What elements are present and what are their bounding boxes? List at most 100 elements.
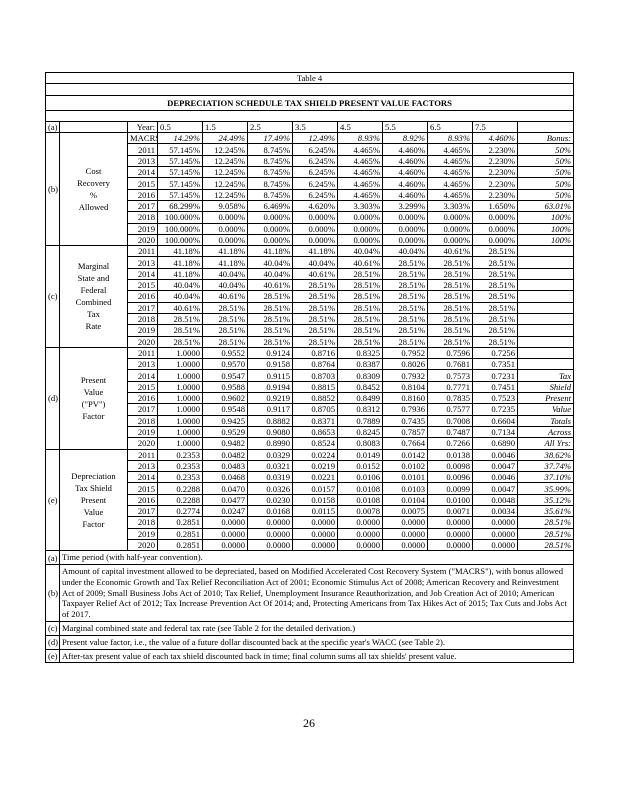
value-cell: 28.51% bbox=[247, 290, 293, 303]
blank-cell bbox=[44, 109, 575, 122]
value-cell: 0.0106 bbox=[337, 471, 383, 484]
value-cell: 4.465% bbox=[427, 177, 473, 190]
blank-cell bbox=[59, 120, 128, 134]
value-cell: 0.7231 bbox=[472, 369, 518, 382]
footnote-letter: (a) bbox=[45, 550, 60, 565]
blank-cell bbox=[516, 335, 575, 348]
row-year: 2018 bbox=[127, 516, 158, 529]
value-cell: 3.299% bbox=[382, 199, 428, 213]
value-cell: 0.000% bbox=[247, 211, 293, 224]
label-line: Rate bbox=[85, 321, 102, 332]
value-cell: 0.7932 bbox=[382, 369, 428, 382]
value-cell: 0.8309 bbox=[337, 369, 383, 382]
value-cell: 0.8026 bbox=[382, 358, 428, 371]
value-cell: 4.620% bbox=[292, 199, 338, 213]
note-cell: 35.61% bbox=[516, 504, 575, 518]
value-cell: 4.465% bbox=[337, 166, 383, 179]
value-cell: 2.230% bbox=[472, 177, 518, 190]
value-cell: 28.51% bbox=[472, 256, 518, 269]
note-cell: 100% bbox=[516, 222, 575, 235]
note-cell: Across bbox=[516, 425, 575, 439]
value-cell: 6.245% bbox=[292, 154, 338, 168]
period-header: 3.5 bbox=[292, 120, 338, 134]
footnote-text: After-tax present value of each tax shie… bbox=[58, 648, 575, 664]
section-letter: (a) bbox=[45, 120, 60, 134]
value-cell: 8.745% bbox=[247, 188, 293, 201]
value-cell: 28.51% bbox=[427, 324, 473, 337]
value-cell: 0.0142 bbox=[382, 448, 428, 461]
table-row: 2015 57.145% 12.245% 8.745% 6.245% 4.465% 4.46… bbox=[46, 177, 575, 190]
value-cell: 4.465% bbox=[337, 143, 383, 156]
blank-cell bbox=[516, 324, 575, 337]
value-cell: 4.460% bbox=[382, 188, 428, 201]
value-cell: 57.145% bbox=[157, 177, 203, 190]
value-cell: 28.51% bbox=[202, 312, 248, 326]
value-cell: 0.0000 bbox=[427, 527, 473, 540]
value-cell: 0.7596 bbox=[427, 346, 473, 360]
value-cell: 0.2851 bbox=[157, 527, 203, 540]
period-header: 7.5 bbox=[472, 120, 518, 134]
value-cell: 28.51% bbox=[292, 290, 338, 303]
value-cell: 4.465% bbox=[427, 166, 473, 179]
value-cell: 0.9158 bbox=[247, 358, 293, 371]
value-cell: 28.51% bbox=[382, 290, 428, 303]
value-cell: 0.7664 bbox=[382, 437, 428, 450]
value-cell: 0.2353 bbox=[157, 459, 203, 473]
value-cell: 1.0000 bbox=[157, 380, 203, 394]
value-cell: 1.0000 bbox=[157, 437, 203, 450]
value-cell: 0.000% bbox=[247, 233, 293, 247]
row-year: 2019 bbox=[127, 324, 158, 337]
value-cell: 0.0101 bbox=[382, 471, 428, 484]
table-row: (b) Amount of capital investment allowed … bbox=[45, 563, 575, 622]
label-line: Federal bbox=[80, 285, 107, 296]
value-cell: 6.245% bbox=[292, 188, 338, 201]
value-cell: 0.0000 bbox=[382, 516, 428, 529]
value-cell: 28.51% bbox=[337, 267, 383, 281]
value-cell: 0.9124 bbox=[247, 346, 293, 360]
value-cell: 0.2288 bbox=[157, 493, 203, 506]
table-row: (a) Year: 0.5 1.5 2.5 3.5 4.5 5.5 6.5 7.5 bbox=[45, 120, 575, 134]
value-cell: 0.0000 bbox=[202, 516, 248, 529]
table-title: Table 4 bbox=[44, 71, 575, 85]
value-cell: 0.7435 bbox=[382, 414, 428, 427]
value-cell: 0.7487 bbox=[427, 425, 473, 439]
table: Table 4 DEPRECIATION SCHEDULE TAX SHIELD … bbox=[44, 71, 575, 664]
table-row: (d) Present value factor, i.e., the value… bbox=[45, 634, 575, 650]
footnote-letter: (c) bbox=[45, 620, 60, 636]
label-line: Depreciation bbox=[71, 470, 116, 481]
table-row: 2019 28.51% 28.51% 28.51% 28.51% 28.51% 28.51%… bbox=[46, 324, 575, 337]
value-cell: 0.8160 bbox=[382, 392, 428, 405]
value-cell: 12.49% bbox=[292, 132, 338, 145]
value-cell: 0.8524 bbox=[292, 437, 338, 450]
value-cell: 0.0000 bbox=[292, 538, 338, 552]
value-cell: 0.0326 bbox=[247, 482, 293, 495]
value-cell: 0.8990 bbox=[247, 437, 293, 450]
value-cell: 0.0221 bbox=[292, 471, 338, 484]
table-row: 2020 0.2851 0.0000 0.0000 0.0000 0.0000 0.0000… bbox=[46, 538, 575, 552]
value-cell: 0.0224 bbox=[292, 448, 338, 461]
value-cell: 40.61% bbox=[157, 301, 203, 314]
value-cell: 40.04% bbox=[247, 267, 293, 281]
value-cell: 28.51% bbox=[292, 312, 338, 326]
label-line: Present bbox=[80, 494, 107, 505]
row-year: 2020 bbox=[127, 538, 158, 552]
note-cell: 50% bbox=[516, 154, 575, 168]
value-cell: 6.245% bbox=[292, 166, 338, 179]
note-cell: 50% bbox=[516, 166, 575, 179]
value-cell: 28.51% bbox=[247, 335, 293, 348]
period-header: 1.5 bbox=[202, 120, 248, 134]
label-line: Recovery bbox=[77, 178, 110, 189]
value-cell: 28.51% bbox=[157, 335, 203, 348]
value-cell: 0.8764 bbox=[292, 358, 338, 371]
value-cell: 6.469% bbox=[247, 199, 293, 213]
table-subtitle: DEPRECIATION SCHEDULE TAX SHIELD PRESENT… bbox=[44, 94, 575, 111]
value-cell: 28.51% bbox=[427, 267, 473, 281]
row-year: 2017 bbox=[127, 301, 158, 314]
value-cell: 8.745% bbox=[247, 143, 293, 156]
table-row: 2013 0.2353 0.0483 0.0321 0.0219 0.0152 0.0102… bbox=[46, 459, 575, 473]
value-cell: 0.000% bbox=[382, 222, 428, 235]
row-year: 2015 bbox=[127, 177, 158, 190]
note-cell: 50% bbox=[516, 143, 575, 156]
value-cell: 0.000% bbox=[472, 211, 518, 224]
